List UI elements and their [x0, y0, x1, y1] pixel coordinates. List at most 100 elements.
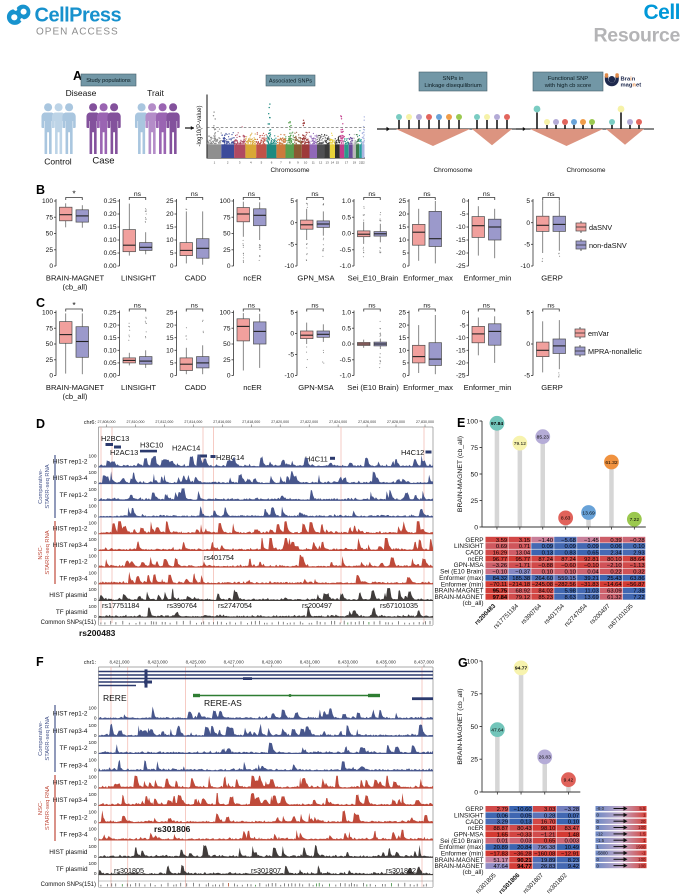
svg-text:0.003: 0.003 [564, 839, 579, 845]
svg-text:GERP: GERP [465, 537, 483, 544]
svg-text:0.39: 0.39 [610, 538, 621, 544]
svg-text:TF rep1-2: TF rep1-2 [59, 814, 88, 821]
svg-text:magnet: magnet [621, 82, 642, 88]
svg-text:−0.37: −0.37 [515, 570, 530, 576]
svg-text:−0.10: −0.10 [584, 563, 600, 569]
svg-text:0: 0 [94, 614, 97, 620]
svg-text:0.06: 0.06 [497, 813, 508, 819]
svg-text:68.92: 68.92 [515, 589, 530, 595]
svg-text:1: 1 [643, 838, 646, 843]
svg-text:13.04: 13.04 [515, 551, 530, 557]
svg-text:25: 25 [46, 247, 54, 254]
svg-text:0: 0 [290, 331, 294, 338]
svg-text:79.12: 79.12 [515, 595, 530, 601]
svg-text:8,437,000: 8,437,000 [414, 660, 435, 665]
svg-text:0.00: 0.00 [104, 373, 117, 380]
svg-text:264.60: 264.60 [535, 576, 554, 582]
svg-text:Resource: Resource [594, 25, 681, 47]
svg-text:-1: -1 [642, 851, 646, 856]
svg-text:0.65: 0.65 [587, 551, 598, 557]
svg-text:ns: ns [248, 303, 256, 310]
svg-text:Disease: Disease [66, 88, 97, 98]
svg-text:0: 0 [94, 514, 97, 520]
svg-text:9.42: 9.42 [564, 778, 574, 784]
svg-text:Enformer (max): Enformer (max) [439, 844, 483, 851]
svg-text:rs301806: rs301806 [154, 824, 191, 834]
svg-text:1: 1 [214, 161, 216, 165]
svg-text:9: 9 [297, 161, 299, 165]
svg-text:LINSIGHT: LINSIGHT [454, 543, 484, 550]
svg-text:with high cb score: with high cb score [544, 83, 591, 89]
svg-text:Enformer (min): Enformer (min) [441, 581, 484, 588]
svg-text:rs390764: rs390764 [167, 601, 197, 610]
svg-text:27,808,000: 27,808,000 [98, 420, 116, 424]
svg-text:C: C [36, 296, 45, 310]
svg-text:5: 5 [261, 161, 263, 165]
svg-text:92.81: 92.81 [584, 557, 599, 563]
svg-text:98.10: 98.10 [541, 826, 556, 832]
svg-text:100: 100 [88, 861, 96, 867]
svg-text:-0.5: -0.5 [340, 247, 352, 254]
svg-text:8.63: 8.63 [561, 516, 571, 522]
svg-text:100: 100 [88, 792, 96, 798]
svg-text:RERE-AS: RERE-AS [204, 698, 242, 708]
svg-text:rs301805: rs301805 [114, 866, 144, 875]
svg-text:0: 0 [597, 863, 600, 868]
svg-text:0: 0 [474, 789, 478, 796]
svg-text:61.32: 61.32 [607, 595, 622, 601]
svg-text:25: 25 [470, 498, 478, 505]
svg-text:HIST rep3-4: HIST rep3-4 [53, 797, 88, 804]
svg-text:D: D [36, 417, 45, 431]
svg-text:LINSIGHT: LINSIGHT [121, 274, 156, 283]
svg-text:27,822,000: 27,822,000 [300, 420, 318, 424]
svg-text:Enformer (min): Enformer (min) [441, 851, 484, 858]
svg-text:−36.28: −36.28 [514, 851, 532, 857]
svg-text:20: 20 [641, 819, 646, 824]
svg-text:-5: -5 [460, 211, 466, 218]
svg-text:STARR-seq RNA: STARR-seq RNA [45, 786, 51, 830]
svg-text:ncER: ncER [468, 825, 484, 832]
svg-text:100: 100 [219, 310, 230, 317]
svg-text:25: 25 [46, 357, 54, 364]
svg-text:0.07: 0.07 [568, 813, 579, 819]
svg-text:ns: ns [423, 303, 431, 310]
svg-text:−1.40: −1.40 [538, 538, 554, 544]
svg-text:20.89: 20.89 [493, 845, 508, 851]
svg-text:-0.5: -0.5 [340, 357, 352, 364]
svg-text:100: 100 [638, 857, 646, 862]
svg-text:20: 20 [166, 211, 174, 218]
svg-text:-9.0: -9.0 [597, 806, 605, 811]
svg-text:−2.10: −2.10 [607, 563, 623, 569]
svg-text:8,433,000: 8,433,000 [338, 660, 359, 665]
svg-text:7.22: 7.22 [630, 517, 640, 523]
svg-text:0.03: 0.03 [520, 839, 531, 845]
svg-text:H3C10: H3C10 [140, 441, 163, 450]
svg-text:HIST rep3-4: HIST rep3-4 [53, 475, 88, 482]
svg-text:HIST rep1-2: HIST rep1-2 [53, 459, 88, 466]
svg-text:0.15: 0.15 [104, 335, 117, 342]
svg-text:0: 0 [94, 480, 97, 486]
svg-text:HIST plasmid: HIST plasmid [49, 849, 88, 856]
svg-text:15: 15 [166, 335, 174, 342]
svg-text:0.32: 0.32 [633, 570, 644, 576]
svg-text:-10: -10 [456, 224, 466, 231]
svg-text:27,818,000: 27,818,000 [242, 420, 260, 424]
svg-text:3: 3 [239, 161, 241, 165]
svg-text:84.02: 84.02 [538, 589, 553, 595]
svg-text:E: E [457, 416, 465, 430]
svg-text:8,435,000: 8,435,000 [376, 660, 397, 665]
svg-text:1900: 1900 [636, 844, 646, 849]
svg-text:0.10: 0.10 [104, 237, 117, 244]
svg-text:87.24: 87.24 [538, 557, 553, 563]
svg-text:50: 50 [470, 724, 478, 731]
svg-text:100: 100 [88, 827, 96, 833]
svg-text:-1.5: -1.5 [597, 838, 605, 843]
svg-text:−282.56: −282.56 [555, 582, 576, 588]
svg-text:GERP: GERP [541, 383, 563, 392]
svg-text:−5.68: −5.68 [561, 538, 576, 544]
svg-text:RERE: RERE [103, 693, 127, 703]
svg-text:Sei (E10 Brain): Sei (E10 Brain) [440, 569, 483, 576]
svg-text:BRAIN-MAGNET: BRAIN-MAGNET [46, 274, 105, 283]
svg-text:27,824,000: 27,824,000 [329, 420, 347, 424]
svg-text:13: 13 [325, 161, 329, 165]
